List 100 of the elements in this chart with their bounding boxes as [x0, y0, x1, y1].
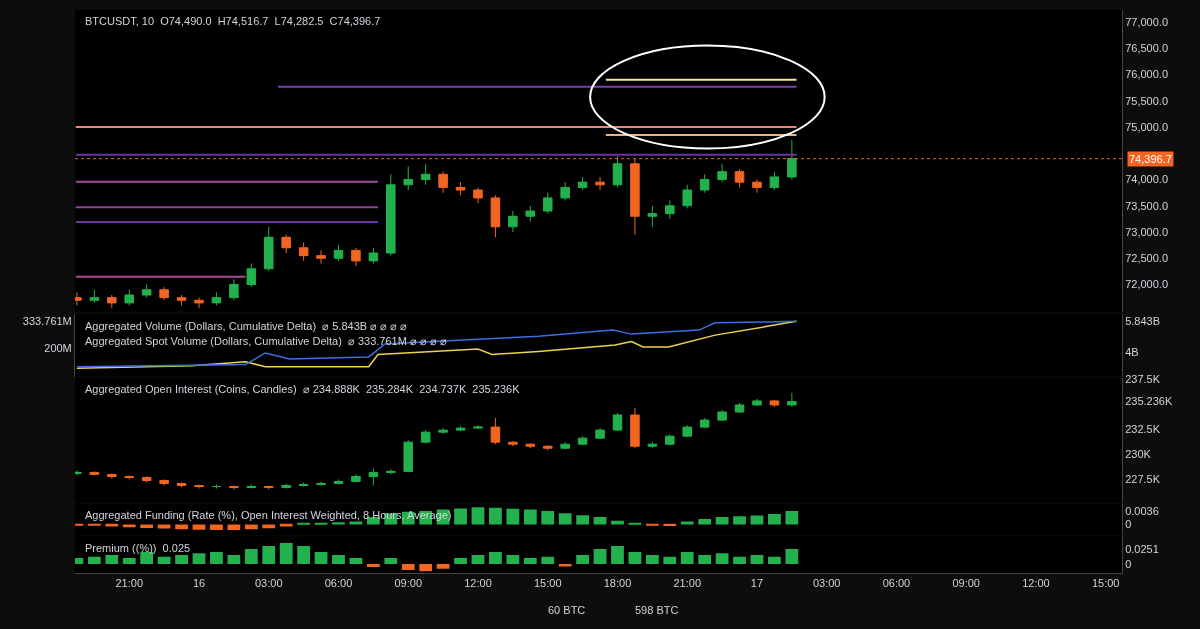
- bar: [489, 507, 502, 525]
- y-tick-label: 333.761M: [22, 315, 72, 327]
- candlestick: [107, 294, 117, 309]
- bar: [750, 515, 764, 525]
- y-tick-label: 74,000.0: [1125, 173, 1169, 186]
- bar: [628, 552, 642, 565]
- candlestick: [368, 467, 379, 486]
- y-tick-label: 235.236K: [1125, 395, 1173, 408]
- x-tick-label: 06:00: [324, 577, 353, 590]
- candlestick: [787, 139, 797, 181]
- bar: [175, 555, 188, 565]
- bar: [680, 521, 694, 525]
- bar: [210, 524, 223, 531]
- candlestick: [194, 484, 204, 490]
- candlestick: [595, 176, 605, 191]
- candlestick: [211, 291, 222, 307]
- bar: [698, 518, 712, 525]
- candlestick: [473, 186, 483, 204]
- bar: [419, 564, 433, 572]
- candlestick: [769, 399, 780, 408]
- candlestick: [647, 441, 658, 449]
- candlestick: [455, 181, 466, 196]
- candlestick: [246, 263, 257, 288]
- bar: [523, 558, 537, 565]
- candlestick: [769, 171, 780, 191]
- candlestick: [368, 247, 379, 265]
- candlestick: [473, 424, 483, 430]
- y-tick-label: 0: [1125, 557, 1132, 570]
- candlestick: [281, 482, 291, 489]
- candlestick: [560, 181, 570, 202]
- bar: [349, 521, 363, 525]
- x-tick-label: 15:00: [1091, 577, 1120, 590]
- bar: [436, 564, 450, 569]
- bar: [576, 555, 590, 565]
- x-tick-label: 12:00: [464, 577, 492, 590]
- y2-tick-label: 4B: [1125, 345, 1139, 358]
- candlestick: [229, 485, 239, 491]
- bar: [698, 555, 712, 565]
- y-tick-label: 77,000.0: [1125, 15, 1169, 28]
- candlestick: [351, 247, 361, 267]
- y-tick-label: 230K: [1125, 448, 1152, 461]
- y-tick-label: 227.5K: [1125, 473, 1161, 486]
- bar: [349, 558, 363, 565]
- bar: [611, 520, 624, 525]
- candlestick: [647, 205, 658, 228]
- candlestick: [490, 417, 501, 445]
- bar: [471, 555, 485, 565]
- bar: [192, 553, 206, 565]
- bar: [768, 556, 781, 565]
- bar: [227, 524, 241, 531]
- bar: [558, 513, 572, 525]
- candlestick: [682, 184, 693, 209]
- candlestick: [420, 163, 431, 186]
- x-tick-label: 06:00: [882, 577, 911, 590]
- bar: [680, 552, 694, 565]
- x-tick-label: 09:00: [394, 577, 423, 590]
- candlestick: [525, 205, 536, 223]
- y-tick-label: 75,000.0: [1125, 120, 1169, 133]
- bar: [366, 564, 380, 568]
- annotation: Aggregated Volume (Dollars, Cumulative Delta) ⌀ 5.843B ⌀ ⌀ ⌀ ⌀: [85, 320, 408, 332]
- text: Aggregated Open Interest (Coins, Candles) ⌀ 234.888K 235.284K 234.737K 235.236K: [85, 383, 521, 395]
- bar: [506, 555, 520, 565]
- bar: [157, 556, 171, 565]
- x-tick-label: 17: [750, 577, 764, 590]
- bar: [715, 517, 729, 525]
- bar: [663, 556, 677, 565]
- bar: [297, 522, 311, 525]
- y-tick-label: 0.0036: [1125, 504, 1159, 517]
- bar: [140, 552, 154, 565]
- candlestick: [438, 171, 448, 194]
- bar: [314, 522, 328, 525]
- candlestick: [316, 480, 326, 486]
- candlestick: [141, 284, 152, 299]
- candlestick: [107, 473, 117, 479]
- x-tick-label: 16: [192, 577, 206, 590]
- bar: [611, 546, 624, 565]
- candlestick: [752, 398, 762, 407]
- candlestick: [717, 409, 727, 422]
- bar: [593, 517, 607, 525]
- bar: [715, 553, 729, 565]
- bar: [523, 509, 537, 525]
- x-tick-label: 18:00: [603, 577, 632, 590]
- bar: [454, 558, 467, 565]
- bar: [297, 546, 311, 565]
- candlestick: [159, 286, 169, 301]
- candlestick: [577, 435, 588, 446]
- bar: [140, 524, 154, 528]
- x-tick-label: 03:00: [254, 577, 283, 590]
- candlestick: [682, 424, 693, 438]
- bar: [227, 555, 241, 565]
- candlestick: [438, 427, 448, 435]
- bar: [785, 549, 799, 565]
- candlestick: [734, 168, 745, 188]
- bar: [489, 552, 502, 565]
- candlestick: [263, 226, 274, 272]
- bar: [314, 552, 328, 565]
- candlestick: [752, 179, 762, 194]
- candlestick: [630, 407, 640, 449]
- x-tick-label: 03:00: [812, 577, 841, 590]
- y2-tick-label: 5.843B: [1125, 315, 1161, 328]
